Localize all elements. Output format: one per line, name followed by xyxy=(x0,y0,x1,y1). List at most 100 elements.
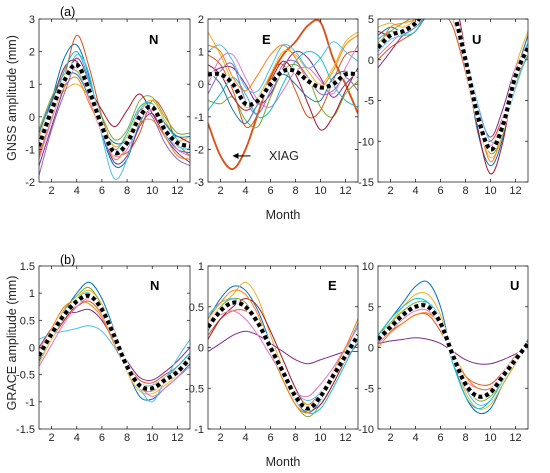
x-axis-label: Month xyxy=(266,455,301,469)
series-line xyxy=(208,34,358,92)
y-tick-label: 0 xyxy=(368,343,374,355)
x-tick-label: 10 xyxy=(146,432,158,444)
plot-area xyxy=(378,19,528,175)
y-tick-label: -3 xyxy=(194,177,204,189)
x-tick-label: 2 xyxy=(387,432,393,444)
row-label-a-text: (a) xyxy=(60,5,75,19)
series-line xyxy=(208,59,358,115)
x-tick-label: 4 xyxy=(412,185,418,197)
component-label: E xyxy=(262,32,271,47)
series-line xyxy=(208,50,358,105)
x-tick-label: 12 xyxy=(509,185,521,197)
y-tick-label: -10 xyxy=(358,136,374,148)
y-tick-label: -1.5 xyxy=(16,424,35,436)
y-axis-label: GNSS amplitude (mm) xyxy=(5,35,19,161)
y-tick-label: -1 xyxy=(25,144,35,156)
x-tick-label: 12 xyxy=(339,432,351,444)
plot-area xyxy=(39,34,190,180)
y-tick-label: -1 xyxy=(25,397,35,409)
y-tick-label: 10 xyxy=(362,261,374,273)
row-label-a: (a) xyxy=(60,5,75,19)
series-line xyxy=(208,298,358,411)
mean-line xyxy=(39,293,190,391)
series-line xyxy=(208,281,358,406)
y-tick-label: 2 xyxy=(198,14,204,26)
x-tick-label: 8 xyxy=(124,185,130,197)
component-label: N xyxy=(150,278,159,293)
x-tick-label: 6 xyxy=(267,185,273,197)
x-tick-label: 2 xyxy=(217,185,223,197)
panel-grace-n: N GRACE amplitude (mm) 2 4 6 8 10 12-1.5-1-0.… xyxy=(5,261,191,444)
y-tick-label: -10 xyxy=(358,424,374,436)
y-tick-label: 0 xyxy=(29,112,35,124)
y-tick-label: 5 xyxy=(368,14,374,26)
axes-frame xyxy=(207,18,359,183)
y-tick-label: -0.5 xyxy=(185,383,204,395)
x-tick-label: 2 xyxy=(49,185,55,197)
x-tick-label: 10 xyxy=(314,432,326,444)
x-tick-label: 4 xyxy=(242,432,248,444)
mean-line-underlay xyxy=(378,302,528,400)
y-axis-label: GRACE amplitude (mm) xyxy=(5,276,19,411)
y-tick-label: -15 xyxy=(358,177,374,189)
x-tick-label: 8 xyxy=(462,185,468,197)
y-tick-label: 0 xyxy=(29,343,35,355)
x-tick-label: 8 xyxy=(292,185,298,197)
y-tick-label: -1 xyxy=(194,112,204,124)
component-label: E xyxy=(328,278,337,293)
x-tick-label: 4 xyxy=(74,432,80,444)
y-tick-label: 2 xyxy=(29,47,35,59)
x-tick-label: 2 xyxy=(49,432,55,444)
component-label: U xyxy=(510,278,519,293)
annotation-arrow-head xyxy=(232,152,239,159)
panel-grace-e: E Month 2 4 6 8 10 12 -1 -0.5 0 0.5 1 xyxy=(185,261,359,469)
series-line xyxy=(208,297,358,401)
series-line xyxy=(208,19,358,170)
series-line xyxy=(208,330,358,365)
series-line xyxy=(208,44,358,108)
y-tick-label: -2 xyxy=(194,144,204,156)
mean-line xyxy=(378,303,528,399)
y-tick-label: -1 xyxy=(194,424,204,436)
panel-gnss-u: U 2 4 6 8 10 12 -15 -10 -5 0 5 xyxy=(358,14,529,197)
row-label-b: (b) xyxy=(60,253,75,267)
x-tick-label: 8 xyxy=(462,432,468,444)
y-tick-label: 1 xyxy=(198,47,204,59)
plot-area xyxy=(208,19,358,170)
component-label: U xyxy=(472,32,481,47)
axes-frame xyxy=(377,265,529,430)
x-tick-label: 6 xyxy=(437,185,443,197)
x-tick-label: 4 xyxy=(412,432,418,444)
row-label-b-text: (b) xyxy=(60,253,75,267)
axes-frame xyxy=(38,18,191,183)
x-tick-label: 12 xyxy=(171,432,183,444)
panel-grace-u: U 2 4 6 8 10 12 -10 -5 0 5 10 xyxy=(358,261,529,444)
x-tick-label: 8 xyxy=(124,432,130,444)
y-tick-label: 5 xyxy=(368,302,374,314)
x-tick-label: 6 xyxy=(267,432,273,444)
x-tick-label: 2 xyxy=(217,432,223,444)
x-tick-label: 12 xyxy=(339,185,351,197)
series-line xyxy=(39,76,190,161)
annotation-xiag: XIAG xyxy=(269,149,299,163)
series-line xyxy=(208,70,358,124)
y-tick-label: -0.5 xyxy=(16,370,35,382)
mean-line xyxy=(378,19,528,152)
series-line xyxy=(208,309,358,406)
y-tick-label: 1 xyxy=(29,288,35,300)
component-label: N xyxy=(149,32,158,47)
y-tick-label: -5 xyxy=(364,383,374,395)
mean-line xyxy=(208,300,358,411)
series-line xyxy=(39,83,190,148)
x-tick-label: 6 xyxy=(99,432,105,444)
x-tick-label: 10 xyxy=(314,185,326,197)
series-line xyxy=(378,280,528,415)
y-tick-label: 3 xyxy=(29,14,35,26)
y-tick-label: 0.5 xyxy=(189,302,204,314)
x-tick-label: 12 xyxy=(509,432,521,444)
mean-line xyxy=(208,67,358,107)
x-axis-label: Month xyxy=(266,208,301,222)
